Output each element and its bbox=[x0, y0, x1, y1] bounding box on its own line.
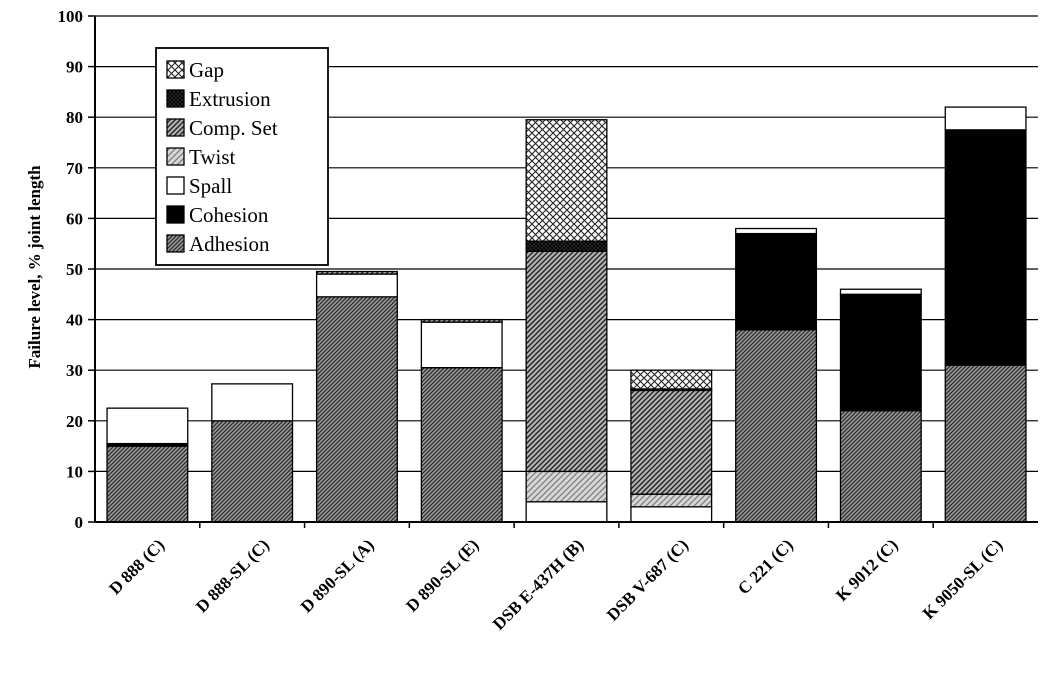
y-tick-label: 70 bbox=[66, 159, 83, 178]
bar-segment-spall bbox=[525, 501, 608, 523]
x-category-label: DSB V-687 (C) bbox=[603, 535, 692, 624]
legend-entry: Extrusion bbox=[166, 87, 271, 111]
bar-segment-gap bbox=[630, 369, 713, 390]
y-tick-label: 50 bbox=[66, 260, 83, 279]
legend-swatch bbox=[166, 89, 185, 108]
legend-label: Cohesion bbox=[189, 203, 269, 227]
y-tick-label: 90 bbox=[66, 58, 83, 77]
y-axis-label: Failure level, % joint length bbox=[25, 165, 44, 369]
legend-swatch bbox=[166, 118, 185, 137]
legend-box bbox=[155, 47, 329, 266]
bar-segment-comp-set bbox=[630, 389, 713, 495]
legend-label: Gap bbox=[189, 58, 224, 82]
legend-label: Spall bbox=[189, 174, 232, 198]
x-category-label: K 9012 (C) bbox=[832, 535, 902, 605]
legend-swatch bbox=[166, 147, 185, 166]
bar-segment-adhesion bbox=[735, 329, 818, 523]
bar-segment-spall bbox=[211, 383, 294, 422]
bar-segment-spall bbox=[315, 273, 398, 298]
bar-segment-gap bbox=[525, 119, 608, 242]
y-tick-label: 20 bbox=[66, 412, 83, 431]
x-category-labels: D 888 (C) D 888-SL (C) D 890-SL (A) D 890-S… bbox=[105, 522, 1006, 634]
x-category-label: D 888 (C) bbox=[105, 535, 168, 598]
bar-segment-spall bbox=[106, 407, 189, 445]
bar-segment-adhesion bbox=[420, 367, 503, 523]
bar-segment-adhesion bbox=[839, 410, 922, 523]
x-category-label: D 890-SL (E) bbox=[402, 535, 482, 615]
legend-label: Adhesion bbox=[189, 232, 270, 256]
legend-label: Comp. Set bbox=[189, 116, 278, 140]
legend-entry: Comp. Set bbox=[166, 116, 278, 140]
bar-segment-twist bbox=[630, 493, 713, 508]
bar-segment-spall bbox=[420, 321, 503, 369]
x-category-label: D 888-SL (C) bbox=[192, 535, 273, 616]
bar-segment-twist bbox=[525, 470, 608, 503]
bar-segment-adhesion bbox=[944, 364, 1027, 523]
bar-segment-spall bbox=[839, 288, 922, 295]
x-category-label: K 9050-SL (C) bbox=[919, 535, 1007, 623]
bar-segment-extrusion bbox=[525, 240, 608, 252]
y-tick-label: 10 bbox=[66, 462, 83, 481]
legend-label: Extrusion bbox=[189, 87, 271, 111]
legend: Gap Extrusion Comp. Set Twist Spall Cohesion A… bbox=[155, 47, 329, 266]
x-category-label: C 221 (C) bbox=[734, 535, 797, 598]
bar-segment-spall bbox=[735, 227, 818, 235]
bar-segment-comp-set bbox=[420, 318, 503, 323]
legend-entry: Spall bbox=[166, 174, 232, 198]
y-tick-label: 0 bbox=[75, 513, 84, 532]
legend-entry: Adhesion bbox=[166, 232, 270, 256]
bar-segment-comp-set bbox=[525, 250, 608, 473]
legend-swatch bbox=[166, 205, 185, 224]
bar-segment-cohesion bbox=[839, 293, 922, 412]
legend-entry: Twist bbox=[166, 145, 236, 169]
legend-entry: Gap bbox=[166, 58, 224, 82]
x-category-label: DSB E-437H (B) bbox=[489, 535, 587, 633]
legend-swatch bbox=[166, 234, 185, 253]
bar-segment-spall bbox=[630, 506, 713, 523]
bar-segment-adhesion bbox=[211, 420, 294, 523]
y-tick-label: 80 bbox=[66, 108, 83, 127]
bar-segment-comp-set bbox=[315, 270, 398, 275]
bar-segment-adhesion bbox=[315, 296, 398, 523]
y-tick-label: 40 bbox=[66, 311, 83, 330]
y-tick-labels: 0 10 20 30 40 50 60 70 80 90 100 bbox=[58, 7, 95, 532]
y-tick-label: 30 bbox=[66, 361, 83, 380]
legend-swatch bbox=[166, 60, 185, 79]
x-category-label: D 890-SL (A) bbox=[297, 535, 378, 616]
legend-label: Twist bbox=[189, 145, 236, 169]
y-tick-label: 100 bbox=[58, 7, 84, 26]
bar-segment-cohesion bbox=[735, 232, 818, 331]
legend-entry: Cohesion bbox=[166, 203, 269, 227]
legend-swatch bbox=[166, 176, 185, 195]
y-tick-label: 60 bbox=[66, 209, 83, 228]
bar-segment-cohesion bbox=[944, 129, 1027, 366]
bar-segment-spall bbox=[944, 106, 1027, 131]
bars bbox=[106, 106, 1027, 523]
bar-segment-adhesion bbox=[106, 445, 189, 523]
